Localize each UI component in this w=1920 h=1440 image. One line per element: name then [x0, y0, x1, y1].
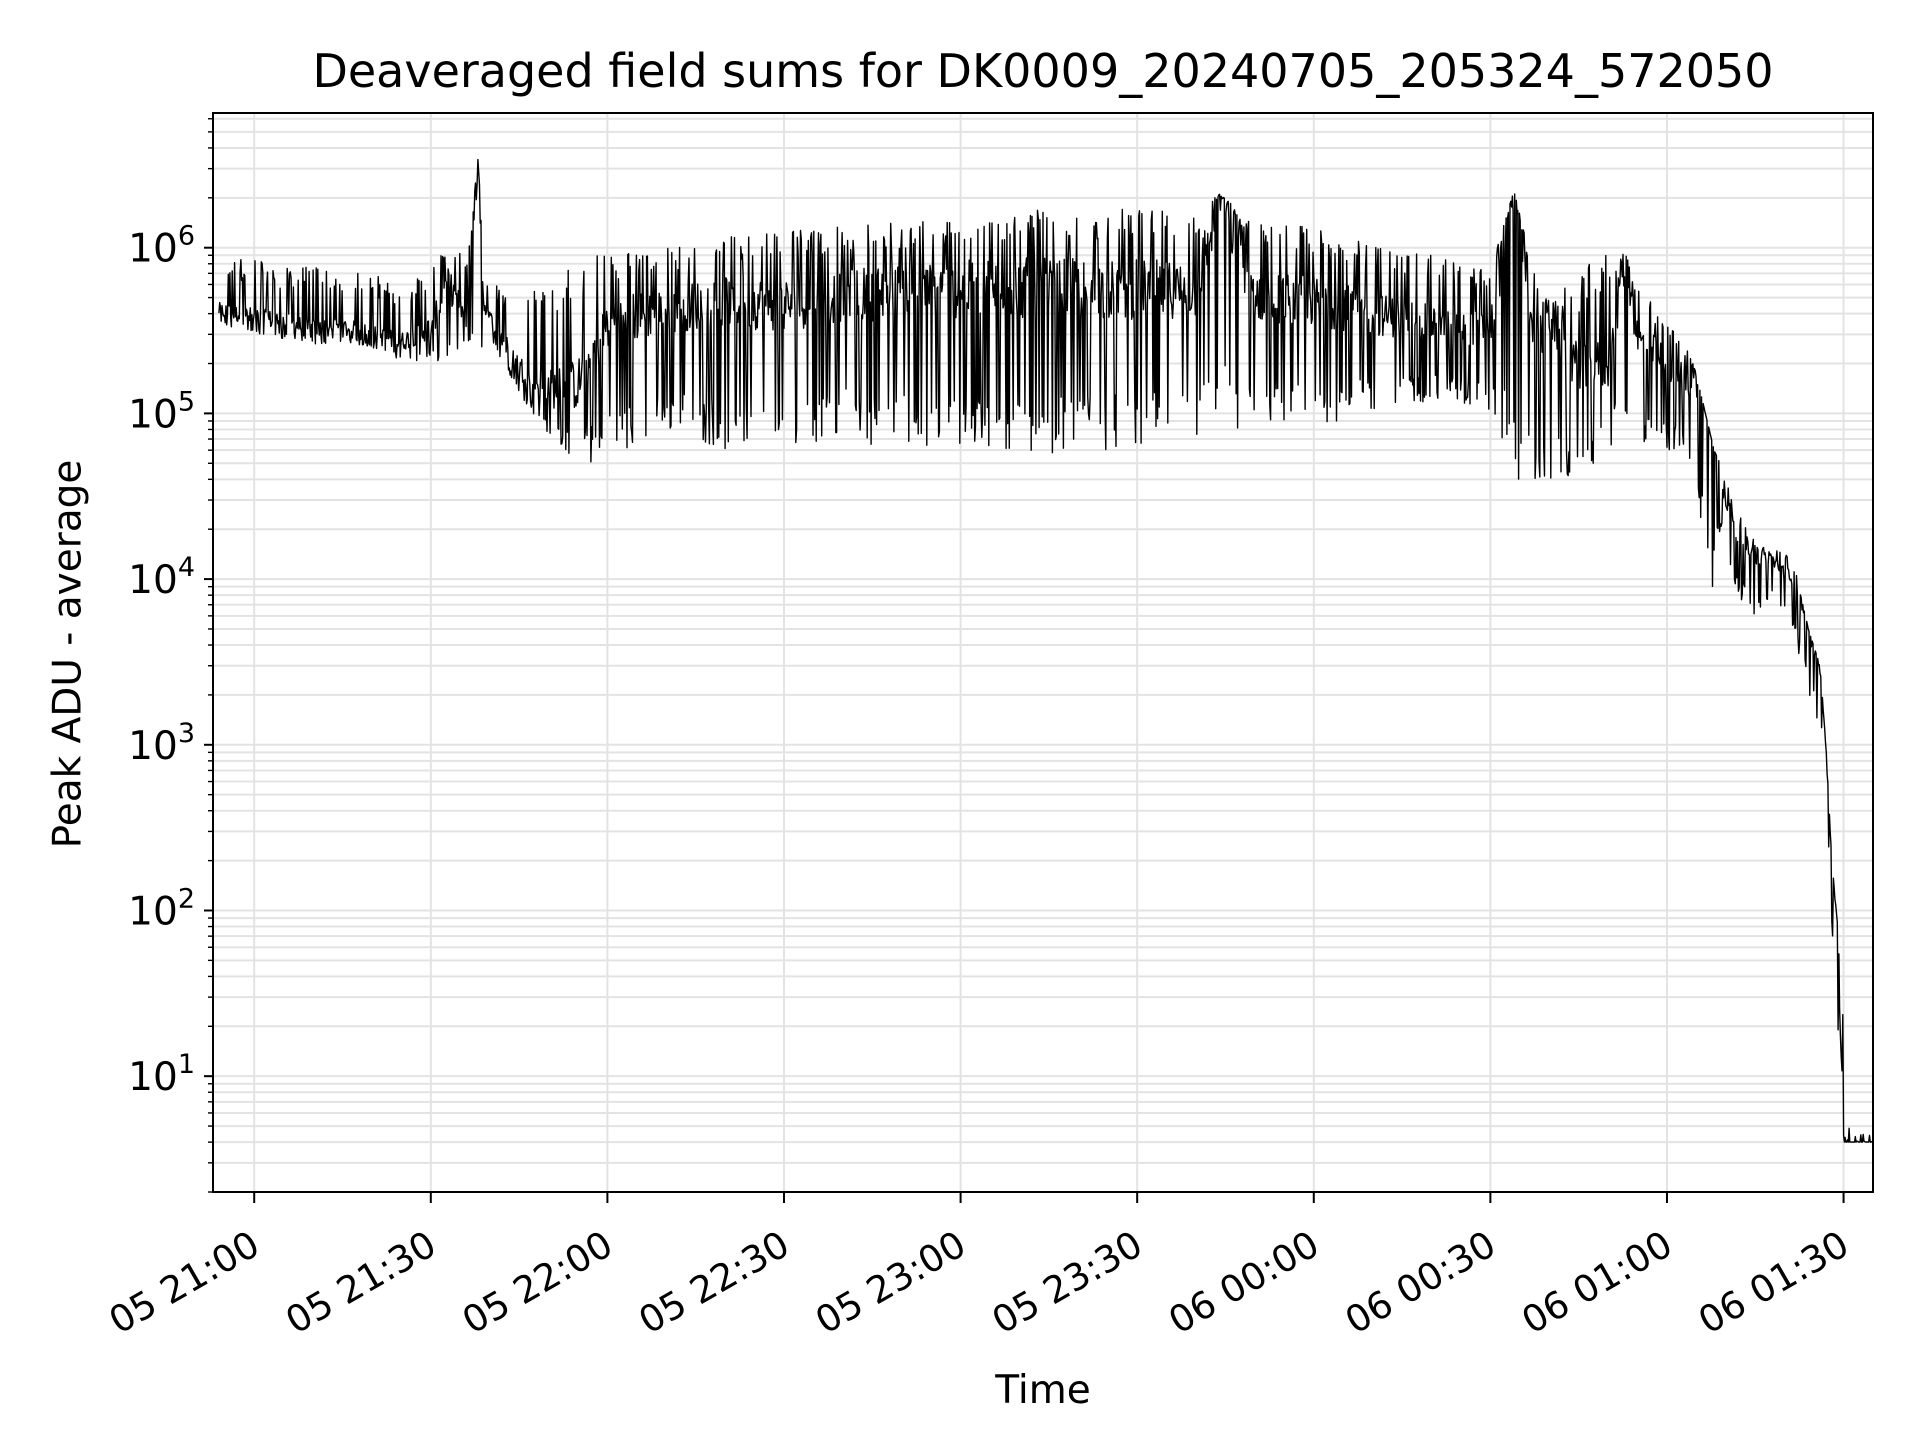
- x-tick-label: 05 21:30: [278, 1223, 443, 1343]
- y-tick-label: 105: [128, 386, 195, 437]
- x-tick-label: 06 00:30: [1338, 1223, 1503, 1343]
- x-tick-label: 05 23:30: [985, 1223, 1150, 1343]
- y-tick-label: 101: [128, 1049, 195, 1100]
- y-tick-base: 10: [128, 724, 178, 769]
- y-tick-base: 10: [128, 227, 178, 272]
- plot-frame: [212, 112, 1874, 1193]
- x-axis-label: Time: [995, 1368, 1091, 1413]
- x-tick-label: 06 01:30: [1691, 1223, 1856, 1343]
- x-tick-label: 06 01:00: [1515, 1223, 1680, 1343]
- y-tick-base: 10: [128, 1055, 178, 1100]
- x-axis: 05 21:00 05 21:30 05 22:00 05 22:30 05 23:00…: [102, 1192, 1856, 1343]
- y-tick-label: 103: [128, 718, 195, 769]
- x-tick-label: 05 23:00: [808, 1223, 973, 1343]
- x-tick-label: 05 22:00: [455, 1223, 620, 1343]
- y-tick-label: 104: [128, 552, 195, 603]
- y-tick-label: 106: [128, 221, 195, 272]
- y-axis-label: Peak ADU - average: [45, 459, 91, 849]
- x-tick-label: 05 22:30: [632, 1223, 797, 1343]
- y-tick-exponent: 2: [178, 883, 195, 914]
- chart-title: Deaveraged field sums for DK0009_2024070…: [312, 44, 1774, 98]
- y-tick-base: 10: [128, 889, 178, 934]
- y-tick-base: 10: [128, 558, 178, 603]
- y-tick-exponent: 4: [178, 552, 195, 583]
- x-tick-label: 06 00:00: [1161, 1223, 1326, 1343]
- y-tick-exponent: 5: [178, 386, 195, 417]
- series-line: [218, 158, 1873, 1143]
- y-tick-exponent: 3: [178, 718, 195, 749]
- y-tick-exponent: 6: [178, 221, 195, 252]
- y-tick-exponent: 1: [178, 1049, 195, 1080]
- series-layer: [218, 158, 1873, 1143]
- x-tick-label: 05 21:00: [102, 1223, 267, 1343]
- grid-lines: [213, 113, 1873, 1193]
- y-tick-base: 10: [128, 392, 178, 437]
- y-tick-label: 102: [128, 883, 195, 934]
